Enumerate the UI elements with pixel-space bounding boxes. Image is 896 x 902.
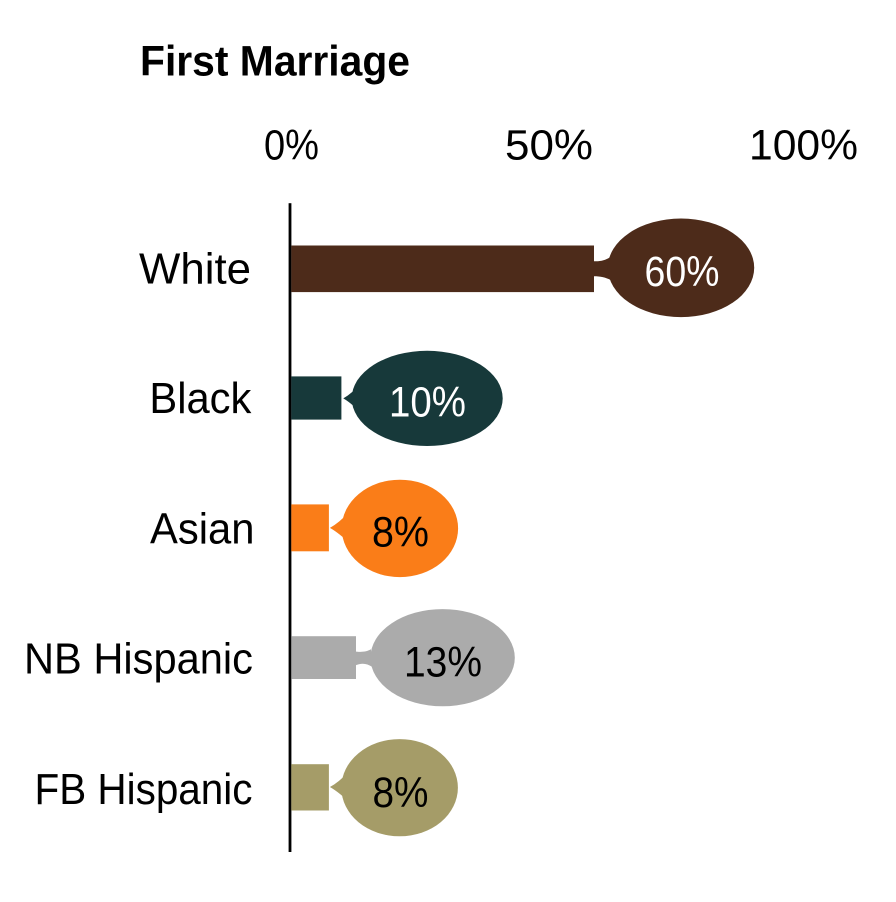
- svg-text:Black: Black: [149, 374, 251, 423]
- svg-text:First Marriage: First Marriage: [140, 39, 410, 86]
- svg-text:50%: 50%: [505, 122, 593, 169]
- svg-text:Asian: Asian: [150, 504, 255, 553]
- svg-text:0%: 0%: [264, 122, 319, 169]
- svg-text:8%: 8%: [372, 509, 429, 557]
- svg-text:8%: 8%: [373, 769, 429, 817]
- svg-text:FB Hispanic: FB Hispanic: [35, 765, 253, 814]
- svg-text:10%: 10%: [389, 378, 466, 426]
- svg-text:White: White: [139, 244, 251, 293]
- svg-text:60%: 60%: [645, 248, 720, 296]
- svg-text:13%: 13%: [404, 639, 482, 687]
- svg-text:NB Hispanic: NB Hispanic: [24, 635, 253, 684]
- svg-text:100%: 100%: [749, 122, 858, 169]
